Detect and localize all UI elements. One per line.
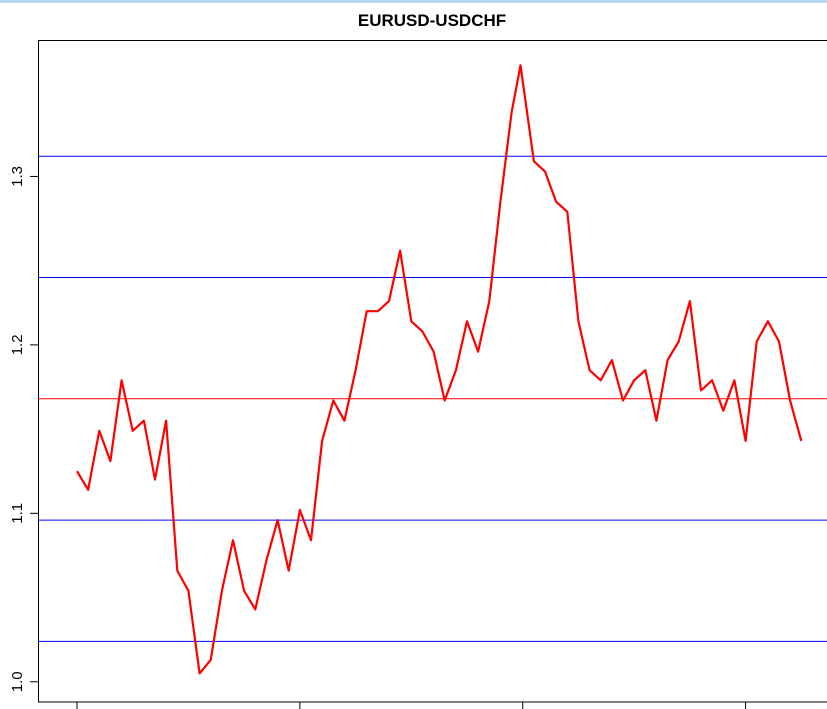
- plot-box: [38, 40, 827, 703]
- y-tick-label: 1.0: [9, 671, 26, 692]
- y-tick-label: 1.2: [9, 334, 26, 355]
- y-tick-label: 1.1: [9, 503, 26, 524]
- window-border: [0, 0, 827, 3]
- y-tick-label: 1.3: [9, 166, 26, 187]
- chart-title: EURUSD-USDCHF: [358, 11, 506, 30]
- price-line: [76, 64, 803, 675]
